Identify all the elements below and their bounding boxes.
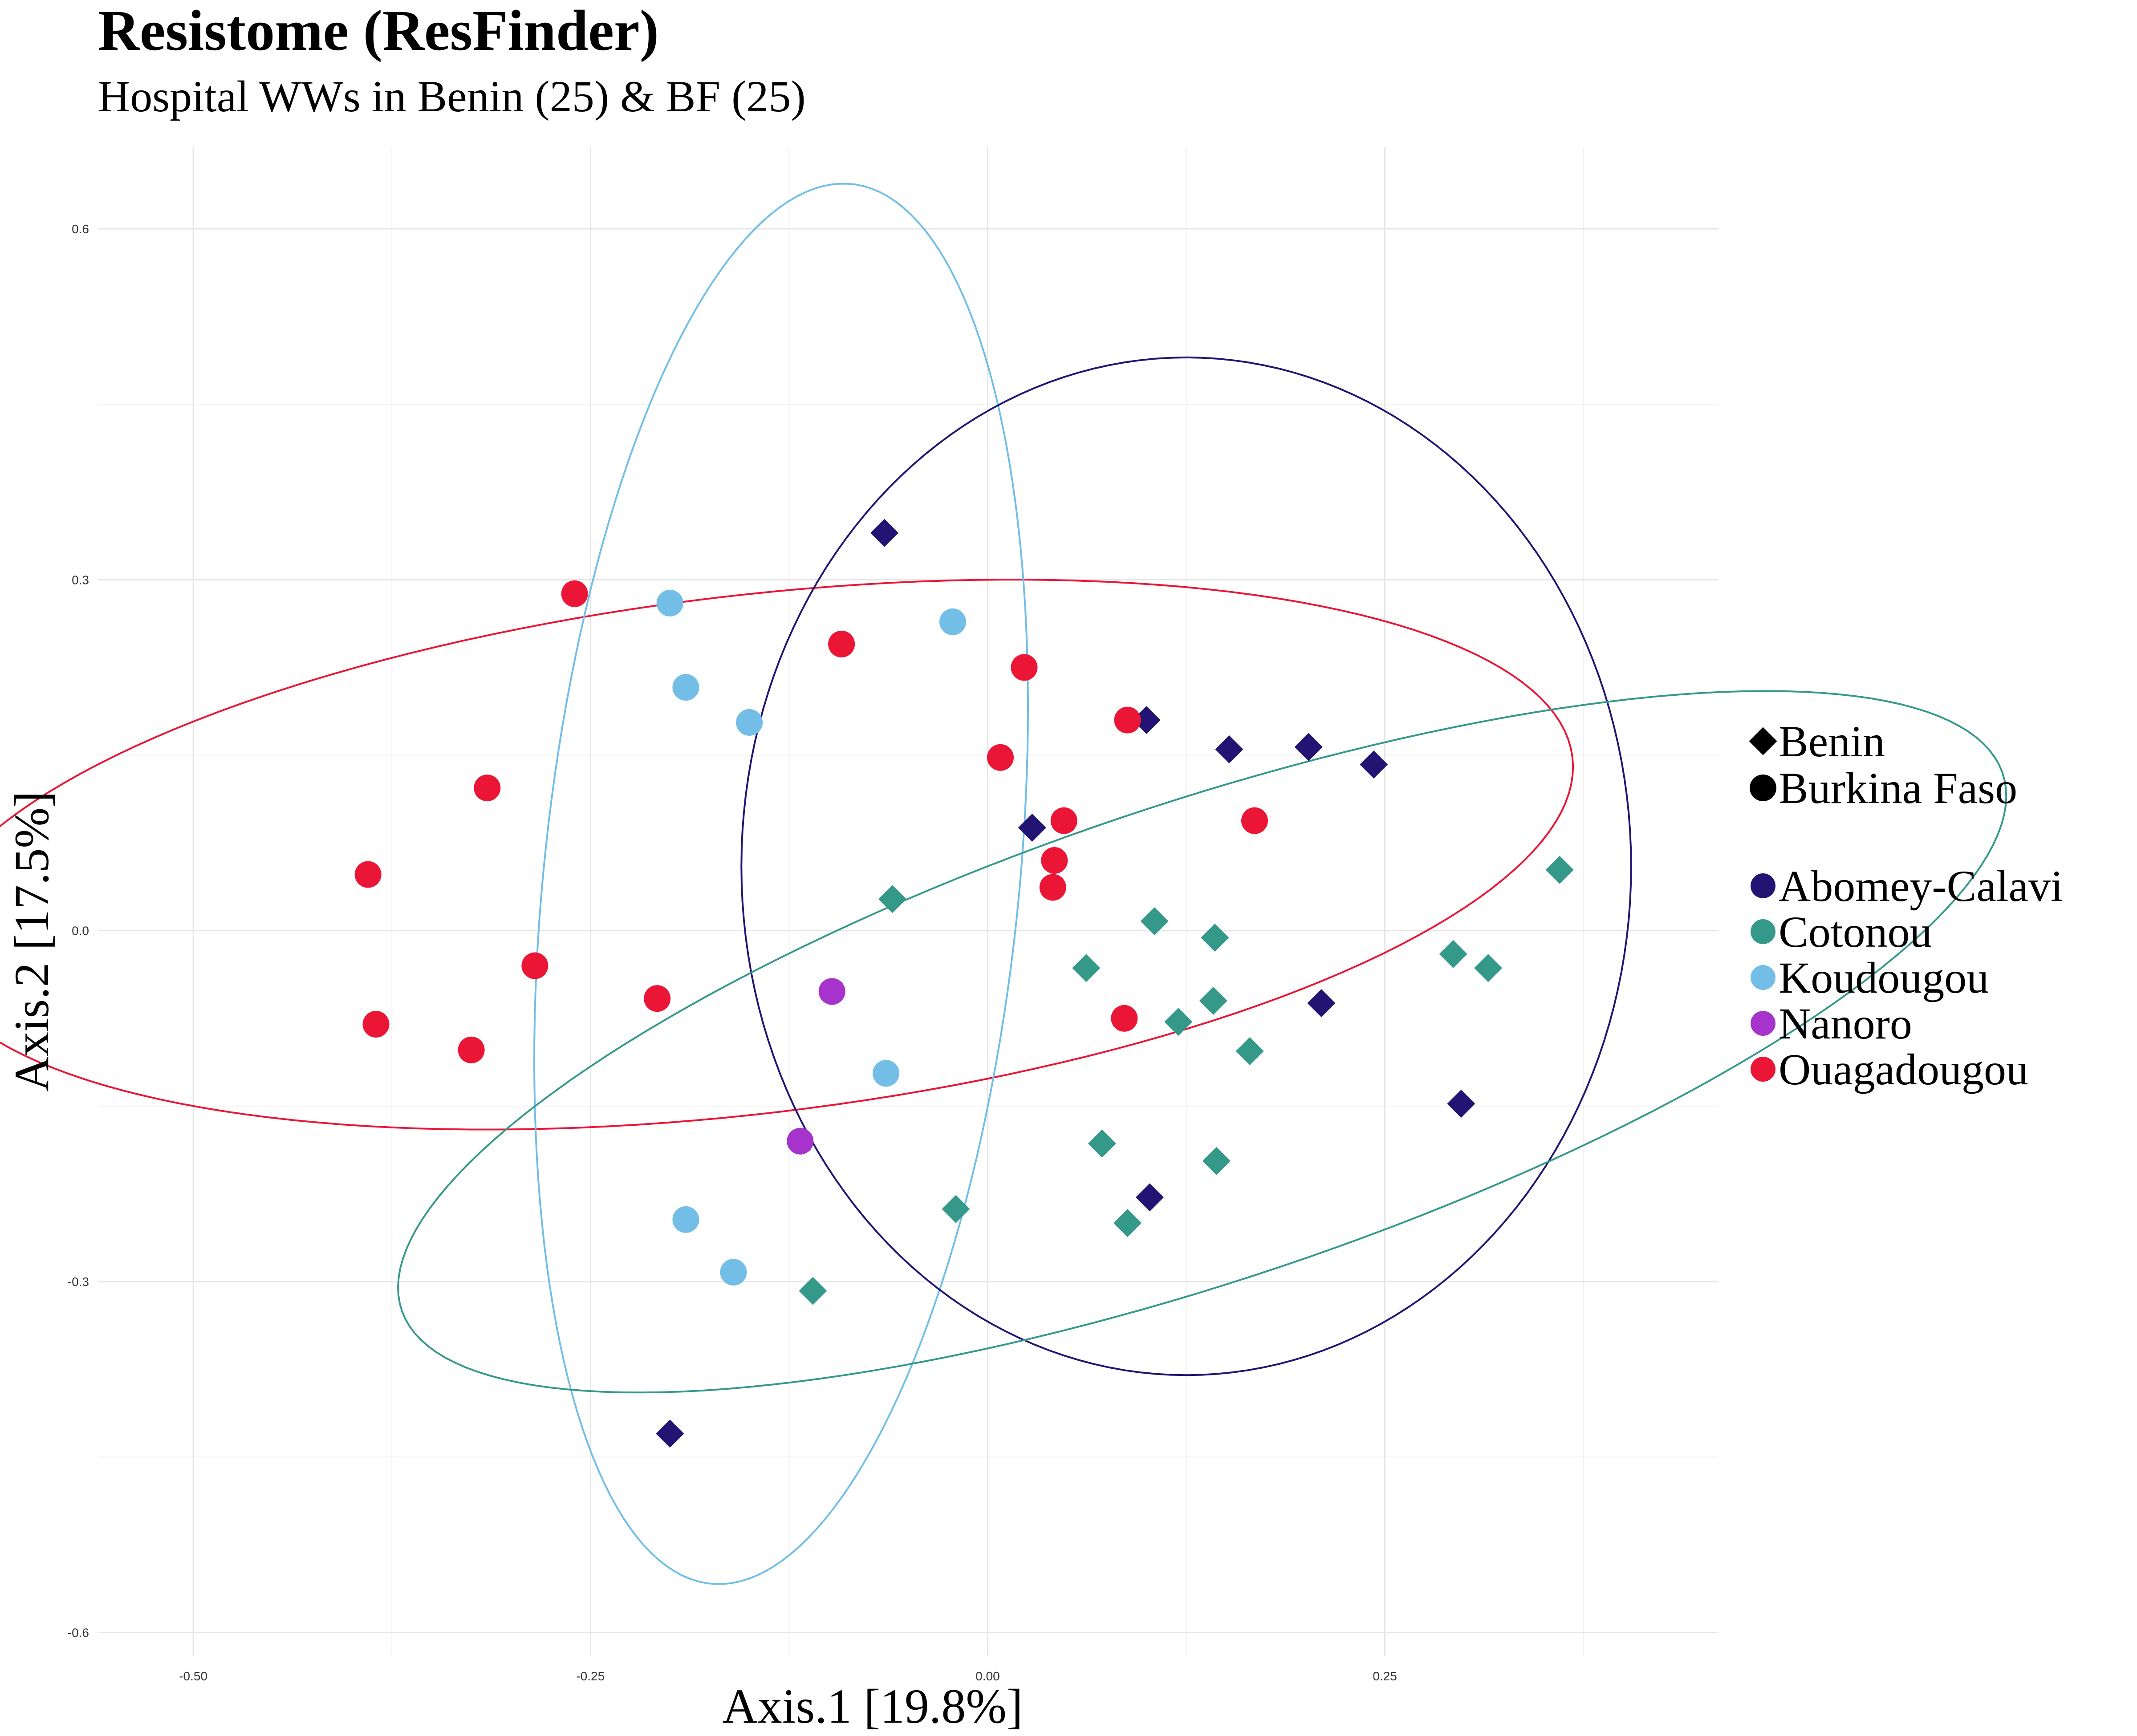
point-koudougou [873,1060,900,1087]
point-abomey-calavi [1132,706,1161,734]
legend-key-benin [1749,727,1777,755]
point-koudougou [656,589,683,617]
point-cotonou [1201,923,1229,952]
point-ouagadougou [1050,807,1077,834]
point-koudougou [939,608,966,635]
legend-label: Abomey-Calavi [1779,861,2063,911]
plot-area: -0.50 -0.25 0.00 0.25 0.6 0.3 0.0 -0.3 -0.6 [0,147,2007,1683]
point-abomey-calavi [1215,735,1243,763]
point-cotonou [878,885,906,913]
point-cotonou [1113,1209,1142,1237]
point-cotonou [1235,1037,1264,1065]
legend-key-ouagadougou [1751,1057,1775,1082]
point-abomey-calavi [1447,1090,1475,1118]
point-ouagadougou [1039,874,1066,901]
point-cotonou [799,1277,827,1305]
point-ouagadougou [474,775,501,802]
point-cotonou [942,1195,970,1223]
point-ouagadougou [521,952,548,979]
ellipse-ouagadougou [0,579,1574,1131]
point-cotonou [1088,1129,1116,1158]
point-ouagadougou [644,985,671,1012]
chart-title: Resistome (ResFinder) [98,0,659,63]
confidence-ellipses [0,183,2007,1585]
point-koudougou [672,674,699,701]
chart-subtitle: Hospital WWs in Benin (25) & BF (25) [98,72,806,121]
y-tick-label: -0.6 [68,1626,89,1639]
point-abomey-calavi [870,519,898,547]
ellipse-abomey-calavi [740,357,1632,1376]
ellipse-koudougou [533,183,1029,1585]
legend-label: Nanoro [1779,999,1912,1048]
point-ouagadougou [1114,706,1141,734]
tick-labels: -0.50 -0.25 0.00 0.25 0.6 0.3 0.0 -0.3 -0.6 [68,222,1397,1683]
x-axis-title: Axis.1 [19.8%] [722,1679,1023,1733]
grid-lines [98,147,1719,1656]
legend-label: Cotonou [1779,907,1932,957]
legend-label: Ouagadougou [1779,1045,2028,1094]
point-nanoro [787,1128,814,1155]
data-points [354,519,1574,1448]
color-legend: Abomey-CalaviCotonouKoudougouNanoroOuaga… [1751,861,2063,1094]
legend-key-koudougou [1751,965,1775,990]
legend-key-burkina-faso [1750,775,1776,801]
point-cotonou [1164,1008,1193,1036]
x-tick-label: 0.25 [1373,1669,1397,1683]
point-ouagadougou [828,630,855,657]
point-koudougou [736,709,763,736]
point-abomey-calavi [1360,750,1388,779]
point-abomey-calavi [1294,733,1323,761]
ellipse-cotonou [397,690,2007,1394]
point-cotonou [1072,954,1101,982]
point-abomey-calavi [1018,813,1046,842]
point-ouagadougou [987,744,1014,771]
point-ouagadougou [354,861,382,888]
legend-key-cotonou [1751,919,1775,944]
point-ouagadougou [1041,847,1068,874]
y-axis-title: Axis.2 [17.5%] [4,791,59,1091]
point-ouagadougou [1241,807,1268,834]
point-cotonou [1545,856,1574,884]
x-tick-label: -0.25 [576,1669,605,1683]
point-koudougou [672,1206,699,1233]
legend-label: Burkina Faso [1779,763,2017,813]
y-tick-label: 0.6 [72,222,89,236]
point-ouagadougou [458,1036,485,1063]
y-tick-label: -0.3 [68,1275,89,1289]
point-cotonou [1439,940,1467,968]
point-ouagadougou [1111,1005,1138,1032]
point-cotonou [1140,907,1169,936]
point-abomey-calavi [1135,1183,1164,1212]
point-ouagadougou [362,1010,390,1038]
x-tick-label: 0.00 [975,1669,1000,1683]
y-tick-label: 0.3 [72,573,89,587]
legend-key-abomey-calavi [1751,873,1775,898]
legend-key-nanoro [1751,1011,1775,1036]
legend-label: Koudougou [1779,953,1989,1002]
point-abomey-calavi [656,1420,684,1448]
x-tick-label: -0.50 [179,1669,207,1683]
point-nanoro [818,978,845,1005]
point-ouagadougou [561,580,588,607]
point-cotonou [1202,1147,1231,1175]
point-ouagadougou [1011,654,1038,681]
point-cotonou [1474,954,1503,982]
y-tick-label: 0.0 [72,924,89,938]
point-koudougou [720,1259,747,1286]
point-cotonou [1199,986,1227,1015]
legend-label: Benin [1779,717,1885,766]
point-abomey-calavi [1307,989,1336,1018]
